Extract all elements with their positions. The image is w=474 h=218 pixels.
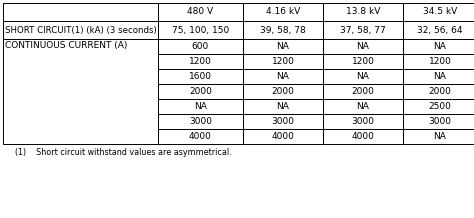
Bar [243,39,323,54]
Text: 4000: 4000 [189,132,212,141]
Text: 13.8 kV: 13.8 kV [346,7,380,17]
Bar [403,84,474,99]
Bar [158,69,243,84]
Bar [158,39,243,54]
Bar [158,99,243,114]
Text: 600: 600 [192,42,209,51]
Bar [323,114,403,129]
Bar [243,84,323,99]
Text: NA: NA [356,72,369,81]
Bar [323,54,403,69]
Bar [403,3,474,21]
Text: 480 V: 480 V [187,7,214,17]
Text: 1200: 1200 [352,57,374,66]
Bar [158,114,243,129]
Text: NA: NA [434,132,447,141]
Bar [243,54,323,69]
Bar [323,21,403,39]
Bar [3,39,158,144]
Text: 1600: 1600 [189,72,212,81]
Text: 75, 100, 150: 75, 100, 150 [172,26,229,34]
Text: 3000: 3000 [352,117,374,126]
Text: NA: NA [276,42,290,51]
Text: 3000: 3000 [189,117,212,126]
Bar [403,21,474,39]
Bar [323,3,403,21]
Bar [158,54,243,69]
Text: 2000: 2000 [428,87,451,96]
Bar [403,129,474,144]
Text: 4000: 4000 [352,132,374,141]
Bar [323,39,403,54]
Bar [403,54,474,69]
Text: 4000: 4000 [272,132,294,141]
Bar [323,69,403,84]
Bar [403,69,474,84]
Text: 2500: 2500 [428,102,451,111]
Text: 3000: 3000 [272,117,294,126]
Text: 2000: 2000 [189,87,212,96]
Text: 2000: 2000 [352,87,374,96]
Bar [243,129,323,144]
Text: SHORT CIRCUIT(1) (kA) (3 seconds): SHORT CIRCUIT(1) (kA) (3 seconds) [5,26,157,34]
Bar [158,21,243,39]
Text: 39, 58, 78: 39, 58, 78 [260,26,306,34]
Text: NA: NA [356,102,369,111]
Text: NA: NA [194,102,207,111]
Bar [3,3,158,21]
Bar [3,21,158,39]
Text: 4.16 kV: 4.16 kV [266,7,300,17]
Bar [403,99,474,114]
Text: NA: NA [276,72,290,81]
Bar [243,114,323,129]
Bar [158,84,243,99]
Text: (1)    Short circuit withstand values are asymmetrical.: (1) Short circuit withstand values are a… [15,148,232,157]
Bar [323,84,403,99]
Text: 3000: 3000 [428,117,452,126]
Bar [403,114,474,129]
Text: 1200: 1200 [428,57,451,66]
Text: NA: NA [276,102,290,111]
Bar [243,69,323,84]
Bar [323,99,403,114]
Text: 37, 58, 77: 37, 58, 77 [340,26,386,34]
Bar [158,3,243,21]
Bar [403,39,474,54]
Bar [323,129,403,144]
Text: 2000: 2000 [272,87,294,96]
Text: NA: NA [356,42,369,51]
Bar [243,21,323,39]
Text: 32, 56, 64: 32, 56, 64 [417,26,463,34]
Text: NA: NA [434,42,447,51]
Text: NA: NA [434,72,447,81]
Bar [243,99,323,114]
Bar [243,3,323,21]
Text: 1200: 1200 [189,57,212,66]
Text: CONTINUOUS CURRENT (A): CONTINUOUS CURRENT (A) [5,41,128,50]
Text: 1200: 1200 [272,57,294,66]
Bar [158,129,243,144]
Text: 34.5 kV: 34.5 kV [423,7,457,17]
